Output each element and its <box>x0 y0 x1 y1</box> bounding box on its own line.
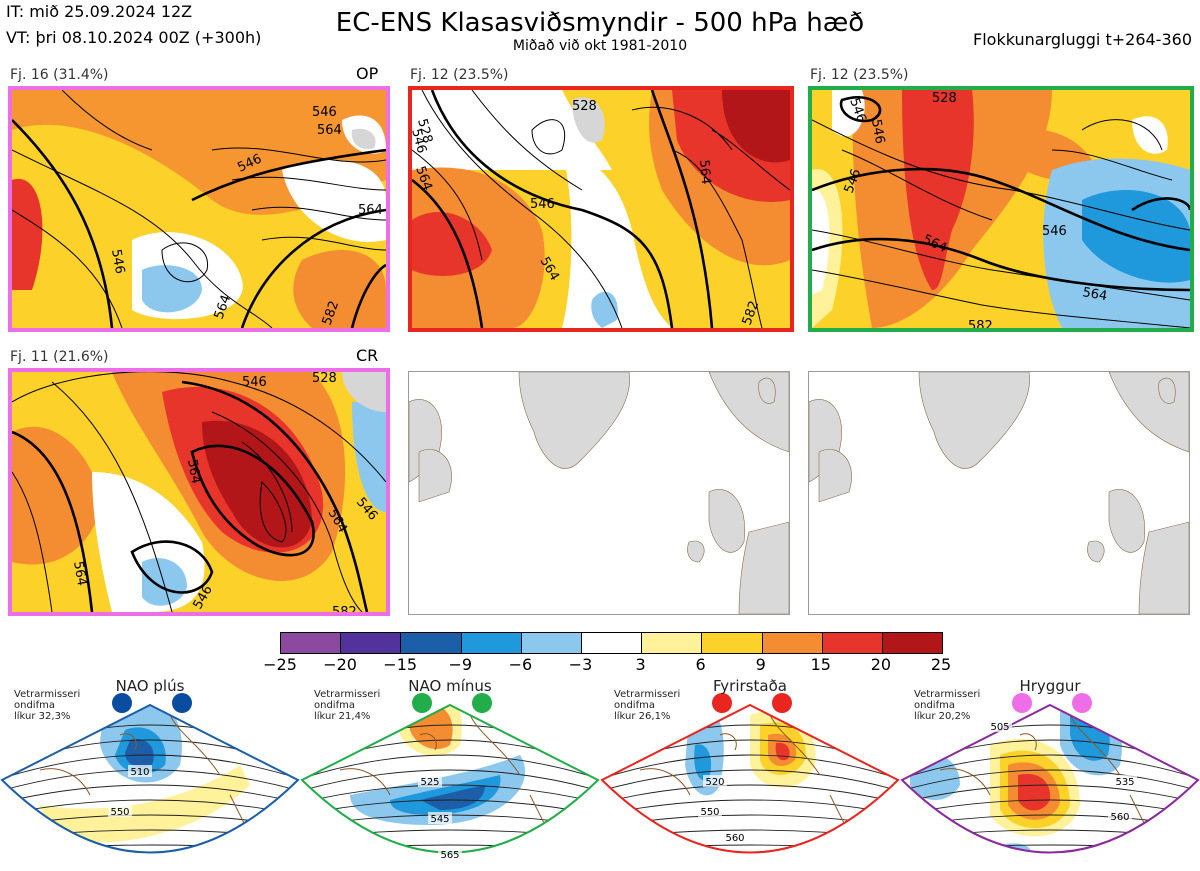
colorbar-swatch <box>582 633 642 653</box>
colorbar-swatch <box>763 633 823 653</box>
regime-contour-label: 565 <box>440 850 459 861</box>
colorbar-tick-label: −25 <box>260 655 300 674</box>
panel-1-tag: OP <box>356 64 378 83</box>
contour-label: 528 <box>312 372 337 386</box>
regime-name: NAO plús <box>70 677 230 695</box>
panel-4-label: Fj. 11 (21.6%) <box>10 349 109 365</box>
colorbar-tick-label: 3 <box>621 655 661 674</box>
regime-center-dot <box>1072 693 1092 713</box>
regime-info-line: líkur 20,2% <box>914 711 980 722</box>
colorbar-swatch <box>401 633 461 653</box>
regime-name: Hryggur <box>970 677 1130 695</box>
colorbar-swatch <box>702 633 762 653</box>
empty-map-6 <box>808 371 1190 615</box>
colorbar-swatch <box>462 633 522 653</box>
contour-label: 528 <box>572 99 597 114</box>
regime-center-dot <box>712 693 732 713</box>
regime-center-dot <box>472 693 492 713</box>
colorbar-tick-label: 15 <box>801 655 841 674</box>
colorbar-tick-label: −6 <box>500 655 540 674</box>
contour-label: 528 <box>932 91 957 106</box>
colorbar-swatch <box>341 633 401 653</box>
regime-center-dot <box>172 693 192 713</box>
regime-contour-label: 510 <box>130 767 149 778</box>
contour-label: 564 <box>696 159 713 185</box>
cluster-map-4: 546 528 564 564 546 546 564 582 <box>8 368 390 616</box>
regime-info-line: líkur 26,1% <box>614 711 680 722</box>
regime-contour-label: 545 <box>430 814 449 825</box>
colorbar <box>280 632 943 654</box>
colorbar-tick-label: −3 <box>560 655 600 674</box>
regime-center-dot <box>1012 693 1032 713</box>
colorbar-swatch <box>281 633 341 653</box>
colorbar-tick-label: −9 <box>440 655 480 674</box>
contour-label: 582 <box>968 319 993 328</box>
regime-contour-label: 550 <box>110 807 129 818</box>
colorbar-tick-label: 20 <box>861 655 901 674</box>
regime-contour-label: 525 <box>420 777 439 788</box>
colorbar-tick-label: −20 <box>320 655 360 674</box>
regime-center-dot <box>772 693 792 713</box>
classification-window: Flokkunargluggi t+264-360 <box>973 30 1192 50</box>
regime-contour-label: 560 <box>1110 812 1129 823</box>
colorbar-ticks: −25 −20 −15 −9 −6 −3 3 6 9 15 20 25 <box>260 655 960 675</box>
regime-name: Fyrirstaða <box>670 677 830 695</box>
regime-info-line: líkur 21,4% <box>314 711 380 722</box>
contour-label: 582 <box>332 605 357 612</box>
panel-2-label: Fj. 12 (23.5%) <box>410 67 509 83</box>
colorbar-tick-label: 6 <box>681 655 721 674</box>
cluster-map-1: 546 546 546 564 564 564 582 <box>8 86 390 332</box>
contour-label: 564 <box>358 203 383 218</box>
regime-info-line: ondifma <box>314 700 380 711</box>
contour-label: 546 <box>312 105 337 120</box>
regime-info-line: ondifma <box>614 700 680 711</box>
colorbar-swatch <box>522 633 582 653</box>
regime-contour-label: 550 <box>700 807 719 818</box>
regime-contour-label: 535 <box>1115 777 1134 788</box>
colorbar-tick-label: 9 <box>741 655 781 674</box>
colorbar-swatch <box>642 633 702 653</box>
contour-label: 546 <box>1042 224 1067 239</box>
panel-3-label: Fj. 12 (23.5%) <box>810 67 909 83</box>
regime-info-line: líkur 32,3% <box>14 711 80 722</box>
regime-row: 505 535 560 520 550 560 525 545 565 510 550 Vetrarm… <box>0 675 1200 871</box>
colorbar-swatch <box>883 633 942 653</box>
regime-center-dot <box>412 693 432 713</box>
regime-center-dot <box>112 693 132 713</box>
colorbar-tick-label: −15 <box>380 655 420 674</box>
regime-name: NAO mínus <box>370 677 530 695</box>
regime-contour-label: 520 <box>705 777 724 788</box>
contour-label: 546 <box>530 197 555 212</box>
regime-contour-label: 560 <box>725 833 744 844</box>
panel-1-label: Fj. 16 (31.4%) <box>10 67 109 83</box>
colorbar-swatch <box>823 633 883 653</box>
regime-info-line: ondifma <box>914 700 980 711</box>
contour-label: 546 <box>242 375 267 390</box>
cluster-map-2: 528 528 546 546 564 564 564 582 <box>408 86 794 332</box>
regime-contour-label: 505 <box>990 722 1009 733</box>
empty-map-5 <box>408 371 790 615</box>
panel-4-tag: CR <box>356 346 378 365</box>
regime-info-line: ondifma <box>14 700 80 711</box>
contour-label: 564 <box>317 123 342 138</box>
cluster-map-3: 546 528 546 546 564 564 546 582 <box>808 86 1194 332</box>
colorbar-tick-label: 25 <box>921 655 961 674</box>
